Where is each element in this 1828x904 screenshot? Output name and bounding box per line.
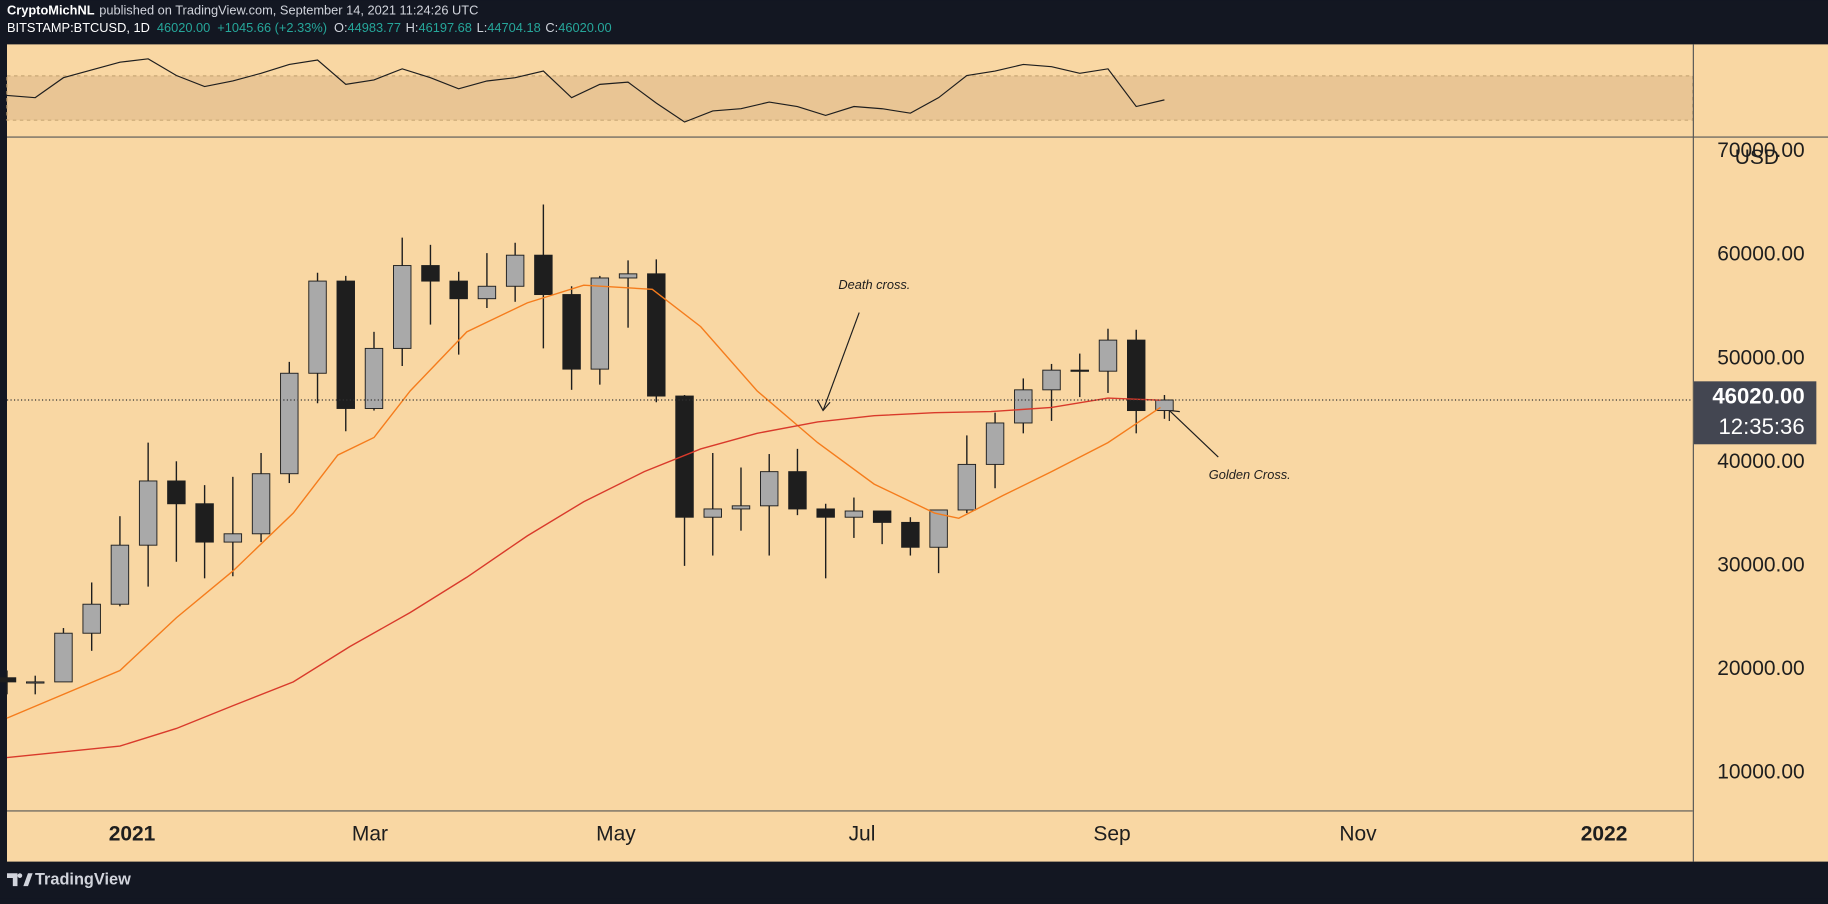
brand-text: TradingView — [35, 871, 131, 889]
candle-body — [562, 294, 581, 370]
candle-body — [788, 471, 807, 510]
candle-body — [251, 473, 271, 535]
ohlc-value: 46197.68 — [418, 21, 471, 36]
candle-body — [1155, 399, 1174, 412]
arrow-head — [816, 399, 831, 412]
candle-body — [364, 347, 384, 409]
candle-body — [1098, 339, 1118, 372]
candle-body — [703, 508, 722, 518]
symbol: BITSTAMP:BTCUSD, 1D — [7, 21, 150, 36]
arrow — [1168, 410, 1219, 458]
candle-body — [590, 277, 610, 370]
candle-body — [534, 254, 553, 296]
x-tick-label: 2022 — [1581, 822, 1628, 845]
chart-area — [6, 44, 1828, 862]
rsi-line — [6, 58, 1165, 123]
x-tick-label: Nov — [1339, 822, 1377, 845]
last-price-label: 46020.00 — [1712, 383, 1804, 408]
y-tick-label: 70000.00 — [1717, 139, 1804, 162]
plot — [0, 58, 1693, 759]
candle-body — [505, 254, 525, 287]
header-line: CryptoMichNL published on TradingView.com… — [7, 3, 478, 18]
ohlc-value: 46020.00 — [558, 21, 611, 36]
x-tick-label: Mar — [352, 822, 388, 845]
candle-body — [449, 280, 468, 300]
candle-body — [985, 422, 1005, 465]
arrow — [822, 312, 860, 411]
candle-body — [110, 544, 130, 605]
candle-body — [1014, 389, 1033, 424]
candle-body — [1042, 369, 1061, 391]
candle-body — [731, 505, 751, 510]
candle-body — [138, 480, 158, 546]
ohlc-label: H: — [406, 21, 419, 36]
x-tick-label: May — [596, 822, 636, 845]
annotation: Death cross. — [838, 277, 910, 292]
change: +1045.66 (+2.33%) — [217, 21, 327, 36]
candle-body — [223, 533, 243, 543]
candle-body — [1070, 369, 1089, 372]
price: 46020.00 — [157, 21, 210, 36]
candle-body — [760, 471, 779, 507]
candle-body — [957, 463, 977, 511]
candle-body — [675, 395, 694, 518]
ohlc-value: 44704.18 — [487, 21, 540, 36]
brand: TradingView — [6, 871, 131, 889]
logo — [6, 873, 33, 887]
candle-body — [26, 681, 45, 684]
x-tick-label: Jul — [849, 822, 876, 845]
y-tick-label: 20000.00 — [1717, 657, 1804, 680]
ohlc-value: 44983.77 — [348, 21, 401, 36]
candle-body — [421, 265, 440, 282]
candle-body — [195, 503, 214, 543]
ohlc-label: O: — [334, 21, 348, 36]
candle-body — [280, 372, 299, 475]
y-tick-label: 50000.00 — [1717, 346, 1804, 369]
moving-average — [6, 284, 1161, 719]
candle-body — [336, 280, 355, 409]
candle-body — [901, 521, 920, 548]
candle-body — [54, 632, 73, 683]
candle-body — [816, 508, 835, 518]
x-tick-label: 2021 — [109, 822, 156, 845]
candle-body — [82, 603, 101, 634]
published: published on TradingView.com, September … — [99, 3, 478, 18]
last-price-box — [1693, 381, 1817, 445]
y-tick-label: 10000.00 — [1717, 761, 1804, 784]
annotation: Golden Cross. — [1209, 467, 1291, 482]
candle-body — [167, 480, 186, 505]
candle-body — [1127, 339, 1146, 412]
candle-body — [393, 265, 412, 349]
y-tick-label: 30000.00 — [1717, 553, 1804, 576]
candle-body — [308, 280, 327, 374]
candle-body — [0, 677, 17, 683]
y-tick-label: 40000.00 — [1717, 450, 1804, 473]
countdown: 12:35:36 — [1718, 414, 1804, 439]
candle-body — [929, 509, 948, 548]
candle-body — [872, 510, 892, 523]
ohlc-label: C: — [545, 21, 558, 36]
rsi-band — [6, 75, 1694, 121]
x-tick-label: Sep — [1093, 822, 1130, 845]
y-unit: USD — [1735, 146, 1779, 169]
y-tick-label: 60000.00 — [1717, 243, 1804, 266]
ohlc-label: L: — [477, 21, 488, 36]
candle-body — [618, 273, 638, 279]
unit-bg — [1732, 144, 1780, 171]
candle-body — [647, 273, 666, 397]
symbol-line: BITSTAMP:BTCUSD, 1D 46020.00 +1045.66 (+2.… — [7, 21, 612, 36]
author: CryptoMichNL — [7, 3, 95, 18]
moving-average — [6, 397, 1161, 759]
candle-body — [844, 510, 864, 518]
candle-body — [477, 285, 497, 300]
